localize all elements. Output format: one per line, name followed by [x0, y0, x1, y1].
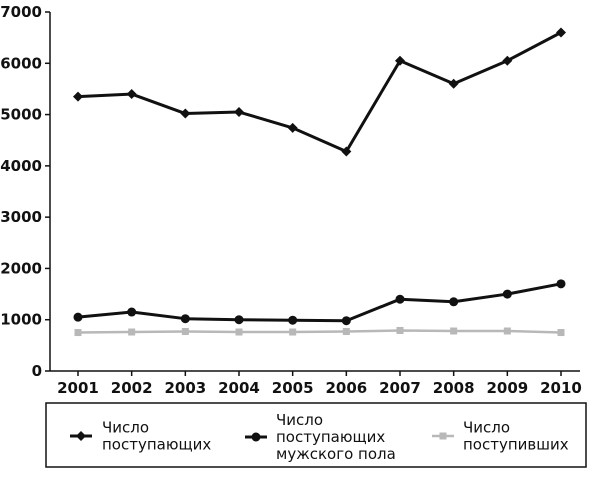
legend-swatch-marker	[439, 432, 447, 440]
data-point	[180, 314, 190, 324]
x-tick-label: 2008	[433, 379, 475, 397]
data-point	[502, 55, 513, 66]
data-point	[126, 89, 137, 100]
legend-box	[45, 402, 587, 468]
data-point	[503, 327, 511, 335]
data-point	[341, 316, 351, 326]
data-point	[289, 328, 297, 336]
x-tick-label: 2005	[272, 379, 314, 397]
series-1	[73, 27, 566, 157]
legend-label: поступающих	[102, 436, 211, 454]
axes: 0 1000 2000 3000 4000 5000 6000 7000 2001 2002 200…	[0, 3, 582, 397]
data-point	[234, 107, 244, 118]
legend-label: Число	[276, 411, 323, 429]
data-point	[127, 307, 137, 317]
data-point	[180, 108, 191, 119]
data-point	[449, 297, 459, 307]
data-point	[181, 328, 189, 336]
series-layer	[73, 27, 566, 337]
y-tick-label: 5000	[0, 106, 42, 124]
data-point	[556, 27, 566, 38]
data-point	[557, 329, 565, 337]
data-point	[341, 146, 352, 157]
legend-label: Число	[102, 419, 149, 437]
legend-swatch-marker	[251, 432, 261, 442]
x-tick-label: 2001	[57, 379, 99, 397]
legend-label: поступивших	[463, 436, 569, 454]
legend-swatch-marker	[76, 431, 86, 441]
data-point	[287, 122, 298, 133]
series-2	[73, 279, 566, 326]
data-point	[288, 315, 298, 325]
data-point	[128, 328, 136, 336]
data-point	[235, 328, 243, 336]
x-tick-label: 2002	[111, 379, 153, 397]
legend: ЧислопоступающихЧислопоступающихмужского…	[45, 402, 587, 468]
y-tick-label: 6000	[0, 54, 42, 72]
series-line	[77, 31, 562, 153]
legend-label: Число	[463, 419, 510, 437]
y-tick-label: 0	[32, 362, 42, 380]
data-point	[73, 91, 83, 102]
y-tick-label: 2000	[0, 259, 42, 277]
data-point	[396, 326, 404, 334]
data-point	[234, 315, 244, 325]
data-point	[556, 279, 566, 289]
data-point	[73, 312, 83, 322]
legend-label: мужского пола	[276, 445, 396, 463]
x-tick-label: 2003	[164, 379, 206, 397]
data-point	[395, 294, 405, 304]
data-point	[502, 289, 512, 299]
data-point	[395, 55, 405, 66]
x-tick-label: 2009	[486, 379, 528, 397]
y-tick-label: 4000	[0, 157, 42, 175]
legend-label: поступающих	[276, 428, 385, 446]
x-tick-label: 2007	[379, 379, 421, 397]
x-tick-label: 2006	[325, 379, 367, 397]
data-point	[74, 329, 82, 337]
y-tick-label: 1000	[0, 311, 42, 329]
series-line	[77, 329, 562, 334]
series-3	[74, 326, 565, 337]
series-line	[77, 282, 562, 323]
data-point	[342, 328, 350, 336]
data-point	[450, 327, 458, 335]
x-tick-label: 2004	[218, 379, 260, 397]
y-tick-label: 3000	[0, 208, 42, 226]
y-tick-label: 7000	[0, 3, 42, 21]
x-tick-label: 2010	[540, 379, 582, 397]
data-point	[448, 78, 459, 89]
